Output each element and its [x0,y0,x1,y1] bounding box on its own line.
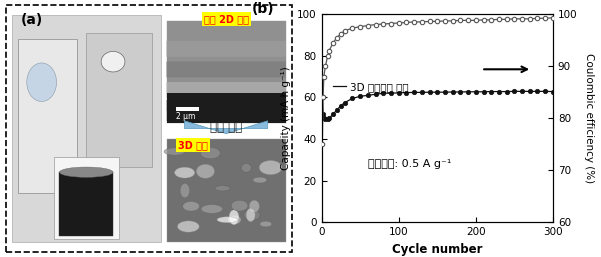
3D 구조화된 맥신 [395,91,402,94]
Ellipse shape [217,217,238,223]
3D 구조화된 맥신 [320,117,328,120]
3D 구조화된 맥신 [441,91,448,94]
3D 구조화된 맥신 [364,94,371,97]
Y-axis label: Coulombic efficiency (%): Coulombic efficiency (%) [584,53,594,183]
3D 구조화된 맥신 [324,118,331,121]
Circle shape [101,51,125,72]
Ellipse shape [180,183,189,198]
Ellipse shape [249,200,260,212]
Ellipse shape [164,148,185,155]
FancyBboxPatch shape [166,110,286,121]
Ellipse shape [59,167,113,177]
Ellipse shape [260,221,272,227]
3D 구조화된 맥신 [388,92,395,95]
3D 구조화된 맥신 [511,90,518,93]
FancyBboxPatch shape [166,82,286,98]
Bar [59,172,113,236]
Text: 3D 맥신: 3D 맥신 [178,140,209,150]
3D 구조화된 맥신 [337,104,344,107]
3D 구조화된 맥신 [472,90,480,93]
Ellipse shape [231,200,248,211]
Text: (b): (b) [252,2,275,16]
Ellipse shape [259,160,282,175]
Bar [175,107,200,111]
3D 구조화된 맥신 [480,90,487,93]
Legend: 3D 구조화된 맥신: 3D 구조화된 맥신 [329,78,413,96]
3D 구조화된 맥신 [519,90,526,93]
Y-axis label: Capacity (mA h g⁻¹): Capacity (mA h g⁻¹) [281,66,291,170]
Text: 전류밀도: 0.5 A g⁻¹: 전류밀도: 0.5 A g⁻¹ [368,159,451,169]
3D 구조화된 맥신 [320,113,327,116]
3D 구조화된 맥신 [334,108,341,112]
Ellipse shape [228,215,241,224]
Ellipse shape [27,63,56,102]
3D 구조화된 맥신 [465,90,472,93]
Ellipse shape [215,186,230,191]
Ellipse shape [243,209,260,221]
FancyBboxPatch shape [166,41,286,57]
3D 구조화된 맥신 [403,91,410,94]
Ellipse shape [253,177,267,183]
Bar [166,21,285,123]
FancyBboxPatch shape [166,61,286,77]
3D 구조화된 맥신 [434,91,441,94]
Text: 2 μm: 2 μm [176,112,195,121]
3D 구조화된 맥신 [457,90,464,94]
Ellipse shape [197,164,215,178]
FancyBboxPatch shape [166,100,286,111]
3D 구조화된 맥신 [326,117,333,120]
X-axis label: Cycle number: Cycle number [392,243,483,256]
Ellipse shape [177,221,199,232]
3D 구조화된 맥신 [503,90,510,93]
3D 구조화된 맥신 [487,90,495,93]
Bar [87,33,151,167]
3D 구조화된 맥신 [380,92,387,95]
Bar [166,93,285,123]
3D 구조화된 맥신 [534,90,541,93]
3D 구조화된 맥신 [549,90,557,93]
Ellipse shape [229,210,239,225]
3D 구조화된 맥신 [418,91,426,94]
Bar [53,157,119,239]
FancyArrow shape [185,121,268,134]
Ellipse shape [246,208,255,222]
3D 구조화된 맥신 [526,90,534,93]
3D 구조화된 맥신 [495,90,502,93]
Text: 기존 2D 맥신: 기존 2D 맥신 [204,14,249,24]
Ellipse shape [201,148,221,159]
Bar [166,139,285,242]
3D 구조화된 맥신 [356,95,364,98]
Line: 3D 구조화된 맥신: 3D 구조화된 맥신 [322,91,553,119]
Ellipse shape [241,163,251,172]
Bar [18,39,78,193]
Text: (a): (a) [21,13,43,27]
3D 구조화된 맥신 [341,101,349,104]
3D 구조화된 맥신 [542,90,549,93]
3D 구조화된 맥신 [349,97,356,100]
Ellipse shape [201,205,222,213]
Ellipse shape [174,167,195,178]
3D 구조화된 맥신 [319,96,326,99]
Text: 분무 건조: 분무 건조 [210,121,242,134]
3D 구조화된 맥신 [410,91,418,94]
Bar [12,15,160,242]
3D 구조화된 맥신 [372,93,379,96]
Ellipse shape [183,201,200,211]
3D 구조화된 맥신 [426,91,433,94]
3D 구조화된 맥신 [329,113,337,116]
3D 구조화된 맥신 [322,118,329,121]
3D 구조화된 맥신 [449,90,456,94]
